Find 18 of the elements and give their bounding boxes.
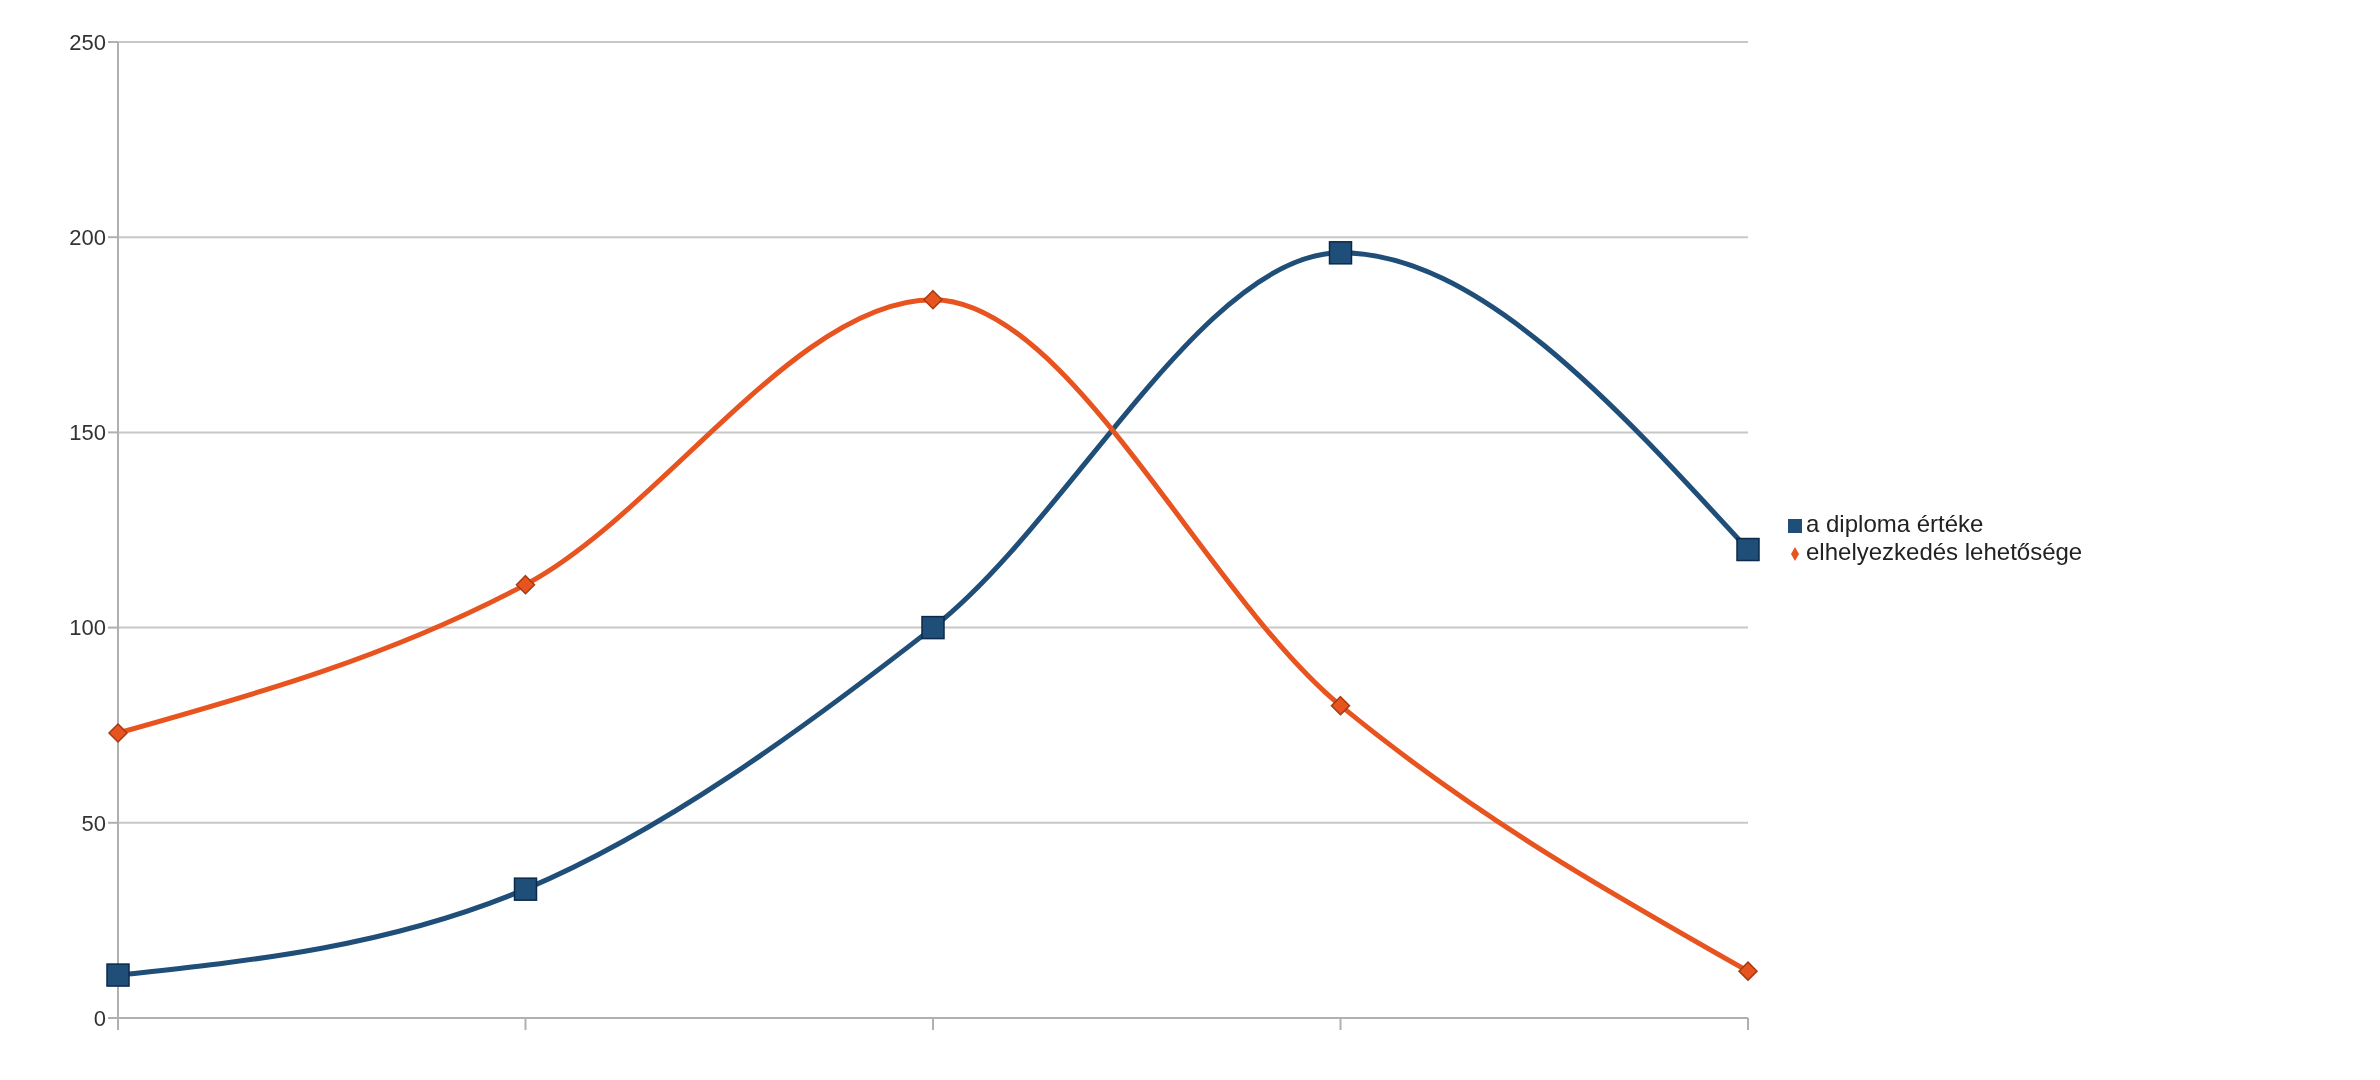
point [1736, 537, 1760, 562]
point [515, 574, 536, 595]
y-tick-label: 0 [93, 1005, 106, 1031]
y-tick-label: 100 [69, 615, 106, 641]
point [513, 877, 538, 901]
legend-label: a diploma értéke [1806, 510, 1984, 537]
y-tick-label: 250 [69, 29, 106, 55]
y-tick-label: 50 [81, 810, 106, 836]
point [106, 963, 130, 987]
point [923, 289, 943, 310]
point [921, 615, 945, 640]
y-tick-label: 200 [69, 225, 106, 251]
legend-label: elhelyezkedés lehetősége [1806, 538, 2083, 565]
y-tick-label: 150 [69, 420, 106, 446]
point [1330, 695, 1351, 716]
point [108, 723, 128, 743]
point [1328, 241, 1353, 265]
point [1738, 961, 1758, 981]
